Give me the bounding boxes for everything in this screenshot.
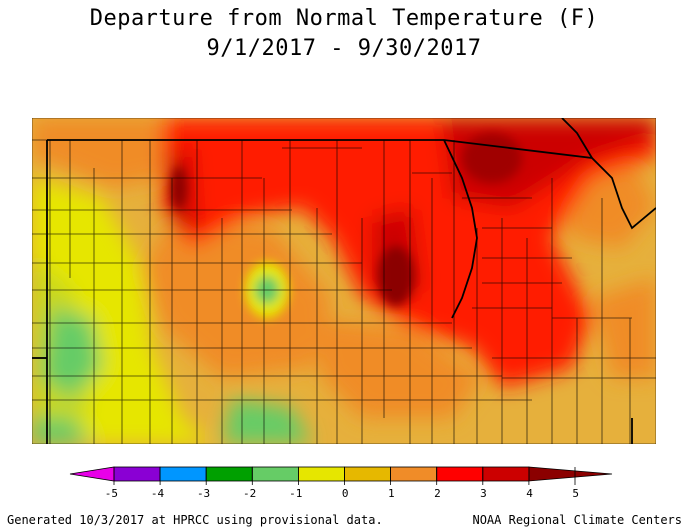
- color-legend: -5 -4 -3 -2 -1 0 1 2 3 4 5: [69, 466, 613, 500]
- legend-swatch: [159, 466, 207, 482]
- legend-tick-label: 4: [526, 487, 533, 500]
- legend-tick-label: 5: [572, 487, 579, 500]
- legend-tick-label: 2: [434, 487, 441, 500]
- legend-swatch: [528, 466, 613, 482]
- legend-swatch: [251, 466, 299, 482]
- legend-swatch: [297, 466, 345, 482]
- source-credit: NOAA Regional Climate Centers: [472, 513, 682, 527]
- legend-swatch: [390, 466, 438, 482]
- generation-note: Generated 10/3/2017 at HPRCC using provi…: [7, 513, 383, 527]
- legend-tick-label: -5: [105, 487, 118, 500]
- legend-tick-label: -3: [197, 487, 210, 500]
- legend-tick-label: -2: [243, 487, 256, 500]
- legend-swatch: [205, 466, 253, 482]
- legend-swatch: [69, 466, 115, 482]
- legend-swatch: [436, 466, 484, 482]
- legend-tick-label: -1: [289, 487, 302, 500]
- legend-colorbar: [69, 466, 613, 482]
- contour-shading: [32, 118, 656, 444]
- legend-tick-label: 3: [480, 487, 487, 500]
- state-boundaries: [32, 118, 656, 444]
- map-title: Departure from Normal Temperature (F): [89, 6, 599, 31]
- county-boundaries: [32, 139, 656, 444]
- map-date-range: 9/1/2017 - 9/30/2017: [206, 36, 482, 61]
- legend-swatch: [344, 466, 391, 482]
- legend-tick-label: 0: [342, 487, 349, 500]
- legend-swatch: [482, 466, 530, 482]
- contour-cores: [171, 133, 522, 318]
- legend-swatch: [113, 466, 161, 482]
- legend-tick-label: -4: [151, 487, 165, 500]
- legend-tick-labels: -5 -4 -3 -2 -1 0 1 2 3 4 5: [105, 467, 579, 500]
- temperature-departure-map: [32, 118, 656, 444]
- legend-tick-label: 1: [388, 487, 395, 500]
